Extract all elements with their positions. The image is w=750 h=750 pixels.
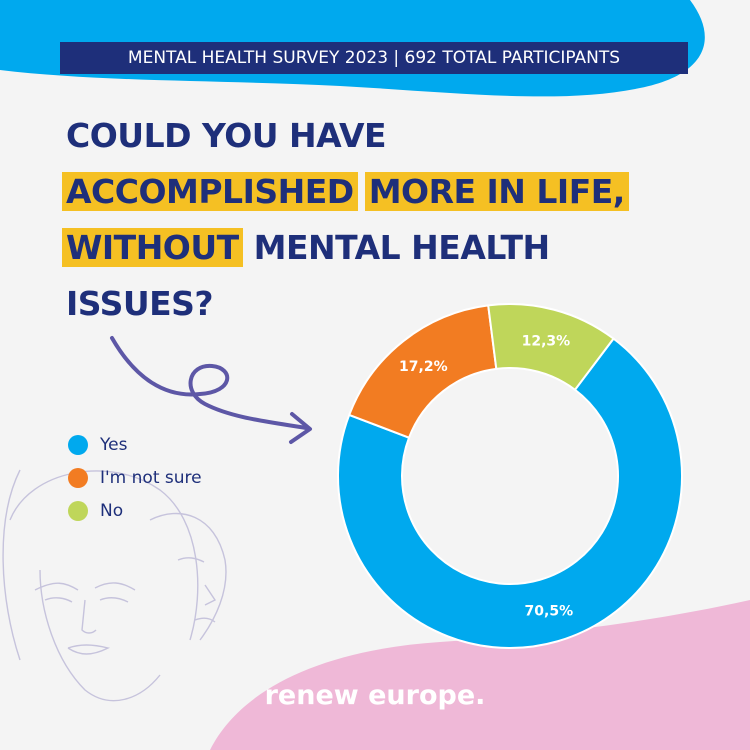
survey-banner: MENTAL HEALTH SURVEY 2023 | 692 TOTAL PA… (60, 42, 688, 74)
headline-highlight-more-in-life: MORE IN LIFE, (364, 172, 629, 211)
donut-slice-no (487, 303, 615, 392)
donut-slice-yes (337, 337, 683, 649)
headline-line-1: COULD YOU HAVE (66, 116, 387, 155)
slice-label-no: 12,3% (522, 334, 571, 350)
legend-swatch-yes (68, 434, 88, 455)
legend-label-yes: Yes (100, 434, 128, 455)
arrow-head (289, 412, 312, 444)
arrow-doodle (110, 336, 308, 430)
slice-label-not-sure: 17,2% (399, 359, 448, 375)
legend-item-not-sure: I'm not sure (68, 461, 202, 494)
headline-line-4: ISSUES? (66, 284, 214, 323)
headline-line-3-rest: MENTAL HEALTH (253, 228, 550, 267)
renew-europe-logo: renew europe. (264, 680, 486, 711)
face-line-art (2, 469, 227, 702)
slice-label-yes: 70,5% (525, 604, 574, 620)
legend-label-not-sure: I'm not sure (100, 467, 202, 488)
headline: COULD YOU HAVE ACCOMPLISHED MORE IN LIFE… (62, 108, 726, 332)
bottom-pink-wave (210, 600, 750, 750)
legend-label-no: No (100, 500, 124, 521)
legend-swatch-not-sure (68, 467, 88, 488)
legend-item-no: No (68, 494, 202, 527)
headline-highlight-accomplished: ACCOMPLISHED (62, 172, 358, 211)
legend-item-yes: Yes (68, 428, 202, 461)
headline-highlight-without: WITHOUT (62, 228, 243, 267)
chart-legend: Yes I'm not sure No (68, 428, 202, 527)
legend-swatch-no (68, 500, 88, 521)
